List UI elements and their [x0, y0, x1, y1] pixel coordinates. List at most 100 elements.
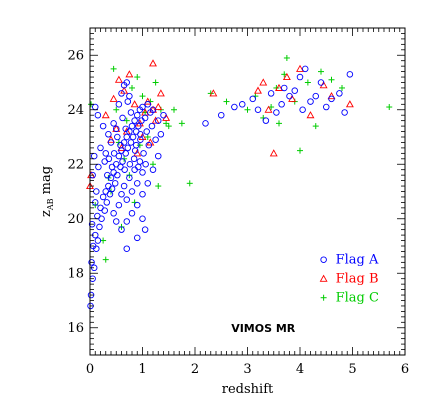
- data-point-circle: [98, 215, 105, 222]
- data-point-circle: [281, 84, 288, 92]
- y-axis-label-main: z: [39, 210, 54, 217]
- data-point-circle: [152, 136, 159, 143]
- y-tick-label: 18: [67, 266, 84, 281]
- data-point-circle: [328, 95, 335, 103]
- data-point-circle: [90, 152, 98, 160]
- data-point-triangle: [269, 149, 278, 157]
- data-point-triangle: [264, 105, 273, 113]
- data-point-circle: [145, 141, 153, 149]
- x-tick-label: 0: [86, 362, 94, 377]
- data-point-triangle: [209, 89, 218, 97]
- chart-annotation: VIMOS MR: [231, 322, 296, 335]
- data-point-circle: [106, 190, 114, 198]
- data-point-plus: [244, 106, 251, 113]
- data-point-circle: [143, 128, 150, 135]
- x-tick-label: 4: [296, 362, 304, 377]
- data-point-plus: [113, 106, 120, 113]
- data-point-plus: [328, 76, 335, 83]
- data-point-circle: [124, 98, 132, 105]
- data-point-circle: [120, 182, 128, 190]
- data-point-circle: [144, 180, 151, 187]
- data-point-circle: [217, 111, 225, 119]
- y-axis-label: zAB mag: [39, 166, 55, 217]
- data-point-plus: [339, 84, 345, 91]
- data-point-circle: [108, 185, 116, 193]
- data-point-circle: [107, 139, 115, 146]
- data-point-circle: [112, 125, 120, 133]
- data-point-plus: [134, 74, 141, 81]
- data-point-circle: [133, 201, 141, 209]
- data-point-circle: [139, 215, 146, 222]
- data-point-circle: [133, 180, 141, 187]
- data-point-plus: [186, 180, 193, 187]
- data-point-circle: [105, 155, 113, 163]
- data-point-circle: [148, 122, 156, 130]
- data-point-triangle: [101, 111, 110, 119]
- data-point-circle: [118, 190, 125, 198]
- data-point-circle: [307, 98, 314, 105]
- legend-marker-triangle: [319, 274, 328, 282]
- data-point-circle: [133, 234, 141, 242]
- data-point-circle: [123, 196, 130, 203]
- y-tick-label: 26: [67, 48, 84, 63]
- data-point-circle: [144, 101, 151, 108]
- data-point-circle: [346, 71, 354, 78]
- y-tick-label: 20: [67, 212, 84, 227]
- data-point-circle: [278, 101, 285, 108]
- data-point-plus: [139, 93, 146, 100]
- data-point-circle: [302, 65, 309, 73]
- data-point-circle: [114, 171, 121, 179]
- data-point-circle: [126, 160, 134, 168]
- data-point-circle: [141, 114, 149, 122]
- data-point-circle: [267, 90, 275, 97]
- data-point-plus: [150, 161, 156, 168]
- data-point-circle: [262, 117, 270, 124]
- data-point-triangle: [306, 111, 315, 119]
- data-point-plus: [136, 142, 143, 149]
- data-point-plus: [312, 123, 319, 130]
- data-point-circle: [108, 163, 116, 171]
- data-point-plus: [178, 120, 185, 127]
- data-point-triangle: [254, 86, 262, 94]
- data-point-plus: [110, 65, 117, 72]
- data-point-circle: [126, 174, 133, 182]
- data-point-circle: [115, 101, 123, 108]
- data-point-circle: [115, 201, 123, 209]
- data-point-circle: [131, 117, 138, 124]
- data-point-circle: [126, 92, 133, 100]
- data-point-circle: [103, 199, 111, 206]
- data-point-circle: [135, 163, 142, 171]
- data-point-plus: [318, 68, 324, 75]
- x-tick-labels: 0 1 2 3 4 5 6: [86, 362, 409, 377]
- data-point-plus: [283, 54, 290, 61]
- data-point-circle: [139, 169, 146, 176]
- data-point-circle: [317, 79, 325, 86]
- data-point-circle: [112, 218, 120, 225]
- data-point-circle: [119, 114, 126, 122]
- y-tick-label: 24: [67, 103, 84, 118]
- data-point-circle: [104, 171, 111, 179]
- data-point-circle: [91, 103, 99, 111]
- data-point-circle: [88, 220, 96, 228]
- y-axis-label-sub: AB: [46, 198, 55, 211]
- legend-marker-plus: [320, 294, 327, 301]
- data-point-circle: [142, 160, 149, 168]
- data-point-circle: [149, 166, 157, 173]
- data-point-circle: [323, 103, 330, 111]
- x-tick-label: 1: [138, 362, 146, 377]
- x-tick-label: 6: [401, 362, 409, 377]
- data-point-circle: [124, 144, 132, 152]
- data-point-circle: [105, 131, 112, 138]
- data-point-circle: [123, 218, 130, 225]
- data-point-plus: [223, 98, 230, 105]
- data-point-circle: [128, 210, 136, 217]
- data-point-circle: [231, 103, 238, 111]
- data-point-triangle: [149, 59, 157, 67]
- data-point-circle: [117, 141, 124, 149]
- data-point-circle: [127, 109, 135, 116]
- data-point-circle: [141, 226, 149, 233]
- data-point-circle: [140, 150, 147, 157]
- data-point-circle: [139, 103, 146, 111]
- data-point-triangle: [275, 83, 283, 91]
